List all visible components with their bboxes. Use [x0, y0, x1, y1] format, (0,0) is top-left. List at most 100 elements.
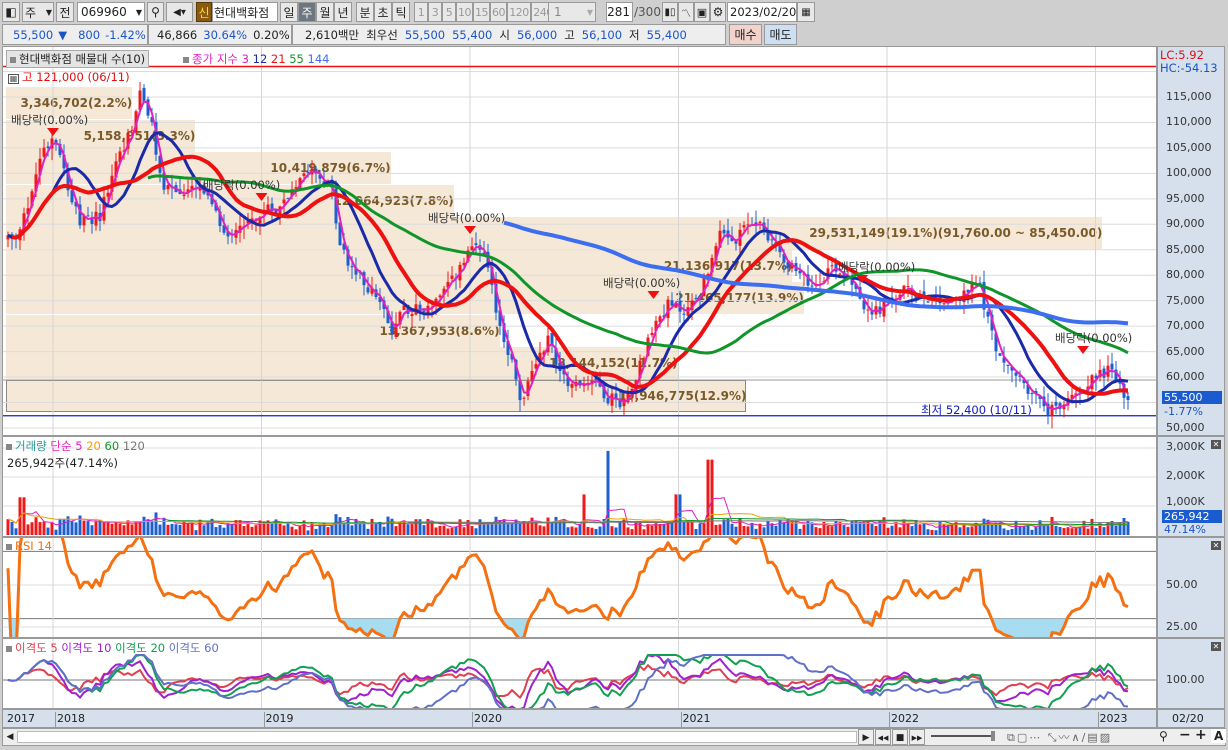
- volume-bar: [230, 524, 234, 535]
- zoom-slider-handle[interactable]: [991, 731, 995, 741]
- candle-body: [522, 397, 526, 399]
- interval-button-10[interactable]: 10: [456, 2, 473, 22]
- interval-button-15[interactable]: 15: [473, 2, 490, 22]
- chevron-down-icon[interactable]: ▼: [135, 7, 142, 17]
- rsi-panel[interactable]: RSI 14: [2, 537, 1157, 638]
- volume-bar: [970, 526, 974, 535]
- volume-bar: [670, 522, 674, 535]
- volume-bar: [1102, 527, 1106, 535]
- candle-body: [438, 295, 442, 298]
- volume-bar: [146, 519, 150, 535]
- rsi-legend[interactable]: RSI 14: [6, 539, 52, 553]
- period-month-tab[interactable]: 월: [316, 2, 334, 22]
- volume-legend[interactable]: 거래량 단순 5 20 60 120: [6, 438, 145, 454]
- close-icon[interactable]: ✕: [1211, 642, 1221, 651]
- volume-bar: [286, 521, 290, 535]
- gear-icon[interactable]: ⚙: [710, 2, 726, 22]
- candle-type-icon[interactable]: ▮▯: [662, 2, 678, 22]
- disparity-legend[interactable]: 이격도 5 이격도 10 이격도 20 이격도 60: [6, 640, 219, 656]
- candle-body: [258, 217, 262, 223]
- candle-body: [710, 257, 714, 273]
- volume-bar: [546, 517, 550, 535]
- price-axis[interactable]: LC:5.92 HC:-54.13 115,000 110,000 105,000 1…: [1157, 46, 1225, 436]
- price-chart-panel[interactable]: 3,346,702(2.2%) 5,158,951(3.3%) 10,419,879…: [2, 46, 1157, 436]
- volume-bar: [762, 527, 766, 535]
- volume-bar: [798, 528, 802, 535]
- legend-square-icon: [183, 57, 189, 63]
- interval-button-5[interactable]: 5: [442, 2, 456, 22]
- interval-button-60[interactable]: 60: [490, 2, 507, 22]
- interval-button-3[interactable]: 3: [428, 2, 442, 22]
- current-price: 55,500: [13, 27, 54, 42]
- close-icon[interactable]: ✕: [1211, 440, 1221, 449]
- volume-bar: [410, 524, 414, 535]
- volume-bar: [854, 520, 858, 535]
- period-year-tab[interactable]: 년: [334, 2, 352, 22]
- volume-profile-title[interactable]: 현대백화점 매물대 수(10): [6, 50, 150, 68]
- search-icon[interactable]: ⚲: [147, 2, 164, 22]
- price-change-box: 55,500 ▼ 800 -1.42%: [2, 24, 148, 45]
- volume-axis[interactable]: 3,000K 2,000K 1,000K 265,942 47.14% ✕: [1157, 436, 1225, 537]
- rsi-oversold-fill: [380, 618, 384, 637]
- period-type-select[interactable]: 주 ▼: [22, 2, 54, 22]
- buy-button[interactable]: 매수: [729, 24, 762, 45]
- volume-bar: [746, 526, 750, 535]
- period-week-tab[interactable]: 주: [298, 2, 316, 22]
- unit-tick-tab[interactable]: 틱: [392, 2, 410, 22]
- speaker-icon[interactable]: ◀▾: [166, 2, 193, 22]
- horizontal-scrollbar[interactable]: [17, 731, 857, 743]
- period-day-tab[interactable]: 일: [280, 2, 298, 22]
- candle-body: [542, 351, 546, 356]
- volume-bar: [1078, 526, 1082, 535]
- disparity-axis[interactable]: 100.00 ✕: [1157, 638, 1225, 709]
- stock-code-input[interactable]: 069960 ▼: [77, 2, 145, 22]
- interval-button-120[interactable]: 120: [507, 2, 531, 22]
- interval-button-1[interactable]: 1: [414, 2, 428, 22]
- lc-value: LC:5.92: [1160, 48, 1204, 62]
- volume-bar: [454, 526, 458, 535]
- rsi-axis[interactable]: 50.00 25.00 ✕: [1157, 537, 1225, 638]
- volume-bar: [878, 520, 882, 535]
- stop-icon[interactable]: ■: [892, 729, 908, 745]
- zoom-out-icon[interactable]: −: [1179, 727, 1191, 743]
- volume-bar: [1066, 527, 1070, 535]
- date-input[interactable]: 2023/02/20: [727, 2, 797, 22]
- candle-body: [346, 249, 350, 266]
- unit-minute-tab[interactable]: 분: [356, 2, 374, 22]
- rsi-oversold-fill: [1016, 618, 1020, 637]
- fast-forward-icon[interactable]: ▶▶: [909, 729, 925, 745]
- scroll-left-icon[interactable]: ◀: [6, 732, 14, 742]
- interval-select[interactable]: 1 ▼: [548, 2, 596, 22]
- font-size-icon[interactable]: A: [1211, 729, 1227, 743]
- volume-panel[interactable]: 거래량 단순 5 20 60 120 265,942주(47.14%): [2, 436, 1157, 537]
- volume-bar: [1098, 523, 1102, 535]
- add-indicator-icon[interactable]: 〽: [678, 2, 694, 22]
- magnifier-icon[interactable]: ⚲: [1159, 729, 1168, 743]
- close-icon[interactable]: ✕: [1211, 541, 1221, 550]
- data-count-input[interactable]: 281: [606, 2, 633, 22]
- rsi-oversold-fill: [516, 618, 520, 637]
- layout-toggle-icon[interactable]: ◧: [2, 2, 20, 22]
- zoom-slider[interactable]: [931, 735, 995, 737]
- unit-second-tab[interactable]: 초: [374, 2, 392, 22]
- play-icon[interactable]: ▶: [858, 729, 874, 745]
- volume-bar: [714, 524, 718, 535]
- calendar-icon[interactable]: ▦: [797, 2, 815, 22]
- volume-bar: [26, 524, 30, 535]
- candle-body: [46, 146, 50, 148]
- zoom-in-icon[interactable]: +: [1195, 727, 1207, 743]
- volume-bar: [258, 520, 262, 535]
- candle-body: [582, 385, 586, 387]
- volume-bar: [174, 524, 178, 535]
- volume-bar: [450, 527, 454, 535]
- prev-button[interactable]: 전: [56, 2, 74, 22]
- volume-bar: [766, 520, 770, 535]
- rewind-icon[interactable]: ◀◀: [875, 729, 891, 745]
- volume-bar: [790, 520, 794, 535]
- ma-legend[interactable]: 종가 지수 3 12 21 55 144: [183, 51, 329, 67]
- candle-body: [1038, 396, 1042, 399]
- save-icon[interactable]: ▣: [694, 2, 710, 22]
- chart-tools-icons[interactable]: ⧉▢⋯ ⤡〰∧∕▤▨: [1007, 731, 1113, 744]
- disparity-panel[interactable]: 이격도 5 이격도 10 이격도 20 이격도 60: [2, 638, 1157, 709]
- sell-button[interactable]: 매도: [764, 24, 797, 45]
